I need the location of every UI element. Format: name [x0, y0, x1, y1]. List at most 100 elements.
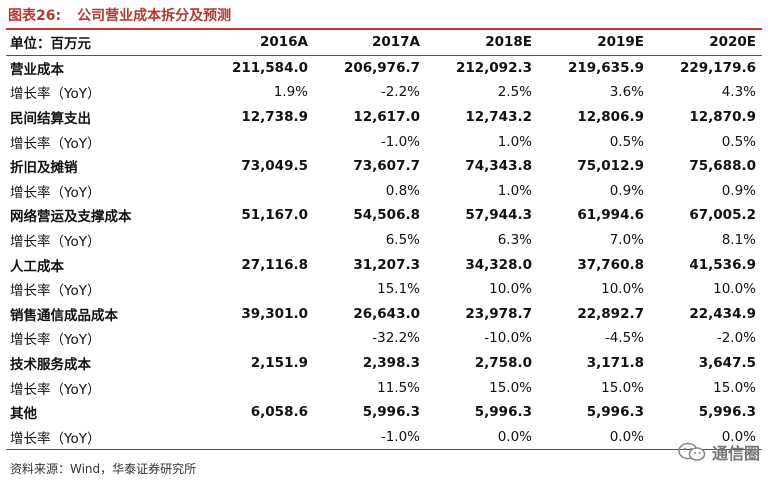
value-cell: 10.0% [713, 281, 756, 298]
value-cell: 5,996.3 [698, 404, 756, 421]
value-cell: 15.0% [713, 379, 756, 396]
header-year: 2019E [597, 34, 644, 51]
figure-title: 公司营业成本拆分及预测 [77, 8, 232, 24]
row-label: 技术服务成本 [10, 357, 91, 374]
row-label: 增长率（YoY） [10, 381, 101, 398]
value-cell: -1.0% [380, 428, 420, 445]
growth-rate-row: 增长率（YoY） -1.0% 0.0% 0.0% 0.0% [6, 425, 762, 450]
value-cell: 51,167.0 [241, 207, 308, 224]
cost-item-row: 销售通信成品成本 39,301.0 26,643.0 23,978.7 22,892.7… [6, 302, 762, 327]
value-cell: 74,343.8 [465, 158, 532, 175]
value-cell: 0.0% [497, 428, 532, 445]
value-cell [202, 277, 314, 302]
row-label: 增长率（YoY） [10, 184, 101, 201]
value-cell: 54,506.8 [353, 207, 420, 224]
growth-rate-row: 增长率（YoY） 15.1% 10.0% 10.0% 10.0% [6, 277, 762, 302]
value-cell: 4.3% [721, 84, 756, 101]
value-cell: 41,536.9 [689, 256, 756, 273]
value-cell: 6.5% [385, 232, 420, 249]
value-cell: 57,944.3 [465, 207, 532, 224]
cost-item-row: 网络营运及支撑成本 51,167.0 54,506.8 57,944.3 61,994.… [6, 203, 762, 228]
table-header-row: 单位：百万元 2016A 2017A 2018E 2019E 2020E [6, 30, 762, 56]
row-label: 增长率（YoY） [10, 332, 101, 349]
cost-item-row: 人工成本 27,116.8 31,207.3 34,328.0 37,760.8 41,5… [6, 252, 762, 277]
value-cell: 0.9% [609, 182, 644, 199]
growth-rate-row: 增长率（YoY） 0.8% 1.0% 0.9% 0.9% [6, 179, 762, 204]
value-cell: -4.5% [604, 330, 644, 347]
value-cell: 12,738.9 [241, 109, 308, 126]
row-label: 网络营运及支撑成本 [10, 209, 132, 226]
value-cell: 15.1% [377, 281, 420, 298]
row-label: 增长率（YoY） [10, 234, 101, 251]
value-cell: 73,049.5 [241, 158, 308, 175]
figure-number: 图表26: [8, 8, 62, 24]
growth-rate-row: 增长率（YoY） -32.2% -10.0% -4.5% -2.0% [6, 326, 762, 351]
value-cell: 2.5% [497, 84, 532, 101]
cost-item-row: 折旧及摊销 73,049.5 73,607.7 74,343.8 75,012.9 75,… [6, 154, 762, 179]
value-cell: 10.0% [489, 281, 532, 298]
growth-rate-row: 增长率（YoY） -1.0% 1.0% 0.5% 0.5% [6, 129, 762, 154]
value-cell: 212,092.3 [455, 59, 532, 76]
value-cell: 12,806.9 [577, 109, 644, 126]
value-cell: 61,994.6 [577, 207, 644, 224]
value-cell: 34,328.0 [465, 256, 532, 273]
value-cell [202, 228, 314, 253]
value-cell [202, 326, 314, 351]
row-label: 其他 [10, 406, 37, 423]
value-cell: 5,996.3 [362, 404, 420, 421]
cost-table-container: 单位：百万元 2016A 2017A 2018E 2019E 2020E 营业成本 211,… [6, 30, 762, 450]
header-year: 2017A [371, 34, 420, 51]
header-year: 2018E [485, 34, 532, 51]
cost-item-row: 营业成本 211,584.0 206,976.7 212,092.3 219,635.9… [6, 55, 762, 80]
value-cell: 75,012.9 [577, 158, 644, 175]
value-cell: 1.0% [497, 133, 532, 150]
value-cell [202, 375, 314, 400]
value-cell: 67,005.2 [689, 207, 756, 224]
value-cell: 2,758.0 [474, 355, 532, 372]
value-cell: 75,688.0 [689, 158, 756, 175]
value-cell: 23,978.7 [465, 305, 532, 322]
value-cell: -32.2% [372, 330, 420, 347]
value-cell: 8.1% [721, 232, 756, 249]
cost-item-row: 民间结算支出 12,738.9 12,617.0 12,743.2 12,806.9 12… [6, 105, 762, 130]
value-cell: 2,151.9 [250, 355, 308, 372]
header-unit: 单位：百万元 [10, 36, 91, 53]
value-cell: 15.0% [601, 379, 644, 396]
value-cell: 12,617.0 [353, 109, 420, 126]
value-cell: 211,584.0 [231, 59, 308, 76]
value-cell [202, 179, 314, 204]
value-cell: 2,398.3 [362, 355, 420, 372]
value-cell: -10.0% [484, 330, 532, 347]
value-cell: 12,870.9 [689, 109, 756, 126]
value-cell: 3,647.5 [698, 355, 756, 372]
value-cell: 219,635.9 [567, 59, 644, 76]
figure-title-bar: 图表26: 公司营业成本拆分及预测 [6, 2, 762, 30]
row-label: 民间结算支出 [10, 111, 91, 128]
value-cell: 7.0% [609, 232, 644, 249]
row-label: 营业成本 [10, 61, 64, 78]
value-cell: 22,892.7 [577, 305, 644, 322]
value-cell: 22,434.9 [689, 305, 756, 322]
value-cell: -2.2% [380, 84, 420, 101]
value-cell: 0.9% [721, 182, 756, 199]
source-note: 资料来源：Wind，华泰证券研究所 [10, 462, 197, 476]
value-cell: 6.3% [497, 232, 532, 249]
value-cell: 26,643.0 [353, 305, 420, 322]
wechat-icon [678, 442, 706, 461]
watermark-text: 通信圈 [711, 444, 760, 463]
cost-item-row: 技术服务成本 2,151.9 2,398.3 2,758.0 3,171.8 3,647.… [6, 351, 762, 376]
cost-breakdown-table: 单位：百万元 2016A 2017A 2018E 2019E 2020E 营业成本 211,… [6, 30, 762, 450]
value-cell: 0.0% [609, 428, 644, 445]
value-cell [202, 129, 314, 154]
value-cell: 5,996.3 [474, 404, 532, 421]
value-cell: 27,116.8 [241, 256, 308, 273]
row-label: 增长率（YoY） [10, 135, 101, 152]
value-cell: 12,743.2 [465, 109, 532, 126]
value-cell: 5,996.3 [586, 404, 644, 421]
growth-rate-row: 增长率（YoY） 1.9% -2.2% 2.5% 3.6% 4.3% [6, 80, 762, 105]
growth-rate-row: 增长率（YoY） 11.5% 15.0% 15.0% 15.0% [6, 375, 762, 400]
value-cell: 229,179.6 [679, 59, 756, 76]
header-year: 2020E [709, 34, 756, 51]
row-label: 人工成本 [10, 258, 64, 275]
header-year: 2016A [259, 34, 308, 51]
